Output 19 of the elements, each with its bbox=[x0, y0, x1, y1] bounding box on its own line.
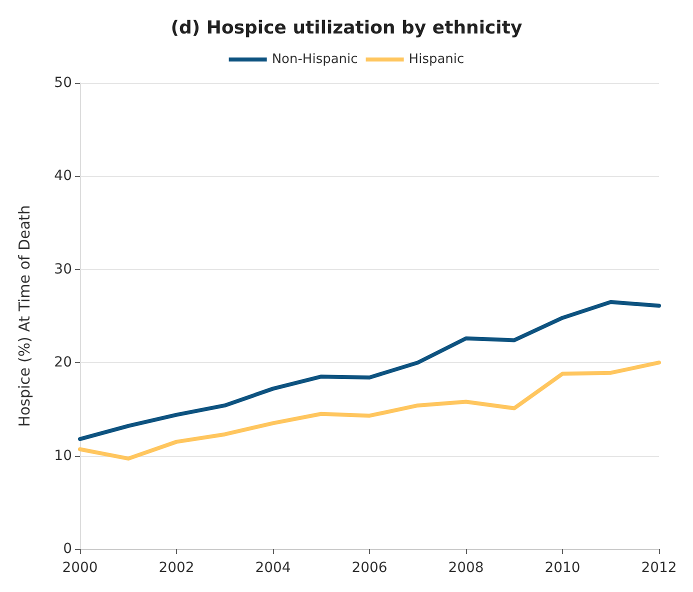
x-tick-label: 2000 bbox=[62, 560, 98, 576]
x-tick-label: 2008 bbox=[448, 560, 484, 576]
x-tick-label: 2006 bbox=[352, 560, 388, 576]
chart-title: (d) Hospice utilization by ethnicity bbox=[170, 18, 522, 38]
y-tick-label: 0 bbox=[63, 541, 72, 557]
legend-label: Hispanic bbox=[408, 52, 464, 67]
line-series bbox=[78, 360, 661, 461]
y-tick-label: 50 bbox=[54, 75, 72, 91]
y-axis-title: Hospice (%) At Time of Death bbox=[16, 205, 34, 427]
x-tick-label: 2004 bbox=[255, 560, 291, 576]
y-tick-label: 40 bbox=[54, 168, 72, 184]
line-series bbox=[78, 300, 661, 442]
y-tick-label: 10 bbox=[54, 448, 72, 464]
x-tick-label: 2012 bbox=[641, 560, 677, 576]
x-tick-label: 2010 bbox=[544, 560, 580, 576]
y-tick-label: 30 bbox=[54, 261, 72, 278]
x-tick-label: 2002 bbox=[158, 560, 194, 576]
y-tick-label: 20 bbox=[54, 354, 72, 371]
legend-label: Non-Hispanic bbox=[272, 52, 358, 67]
